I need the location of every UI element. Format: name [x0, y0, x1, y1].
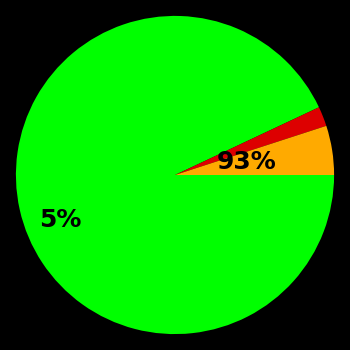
Text: 93%: 93%: [217, 150, 276, 174]
Text: 5%: 5%: [39, 208, 82, 232]
Wedge shape: [175, 107, 326, 175]
Wedge shape: [175, 126, 334, 175]
Wedge shape: [16, 16, 334, 334]
